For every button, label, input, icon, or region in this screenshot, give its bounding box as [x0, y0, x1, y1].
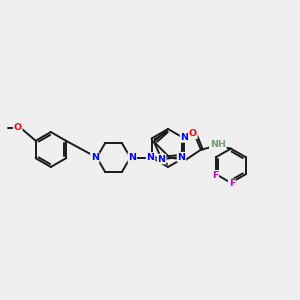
- Text: N: N: [91, 153, 99, 162]
- Text: N: N: [128, 153, 136, 162]
- Text: F: F: [212, 171, 218, 180]
- Text: F: F: [229, 179, 235, 188]
- Text: NH: NH: [210, 140, 226, 149]
- Text: N: N: [181, 133, 188, 142]
- Text: O: O: [189, 129, 197, 138]
- Text: N: N: [146, 153, 154, 162]
- Text: N: N: [158, 154, 166, 164]
- Text: N: N: [178, 153, 185, 162]
- Text: O: O: [14, 123, 22, 132]
